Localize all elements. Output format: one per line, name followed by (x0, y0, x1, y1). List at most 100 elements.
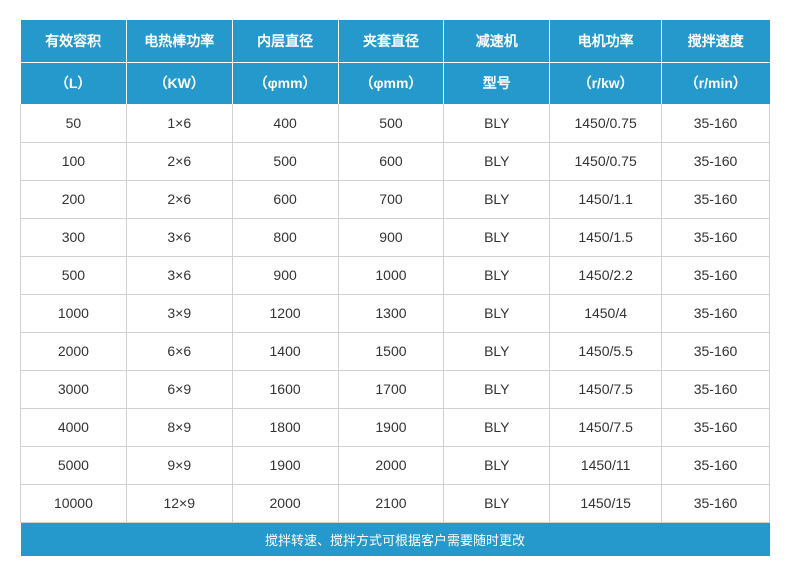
table-cell: 1000 (21, 294, 127, 332)
col-header: 有效容积 (21, 20, 127, 62)
table-row: 5003×69001000BLY1450/2.235-160 (21, 256, 770, 294)
table-cell: 900 (232, 256, 338, 294)
table-cell: 900 (338, 218, 444, 256)
table-cell: 800 (232, 218, 338, 256)
table-cell: 1200 (232, 294, 338, 332)
table-cell: 50 (21, 104, 127, 142)
table-cell: 2000 (232, 484, 338, 522)
col-unit: 型号 (444, 62, 550, 104)
col-header: 内层直径 (232, 20, 338, 62)
table-body: 501×6400500BLY1450/0.7535-1601002×650060… (21, 104, 770, 522)
table-cell: 1450/1.1 (550, 180, 662, 218)
footer-note: 搅拌转速、搅拌方式可根据客户需要随时更改 (21, 522, 770, 556)
table-row: 40008×918001900BLY1450/7.535-160 (21, 408, 770, 446)
table-cell: BLY (444, 370, 550, 408)
col-unit: （KW） (126, 62, 232, 104)
table-cell: 5000 (21, 446, 127, 484)
col-header: 电机功率 (550, 20, 662, 62)
table-row: 3003×6800900BLY1450/1.535-160 (21, 218, 770, 256)
table-cell: 4000 (21, 408, 127, 446)
table-cell: 35-160 (662, 142, 770, 180)
table-cell: 1450/15 (550, 484, 662, 522)
col-unit: （r/kw） (550, 62, 662, 104)
table-cell: 1300 (338, 294, 444, 332)
table-cell: 35-160 (662, 294, 770, 332)
table-cell: 1450/0.75 (550, 142, 662, 180)
table-row: 20006×614001500BLY1450/5.535-160 (21, 332, 770, 370)
table-cell: 600 (338, 142, 444, 180)
table-header-titles: 有效容积 电热棒功率 内层直径 夹套直径 减速机 电机功率 搅拌速度 (21, 20, 770, 62)
table-cell: 35-160 (662, 446, 770, 484)
col-unit: （L） (21, 62, 127, 104)
table-cell: 6×6 (126, 332, 232, 370)
spec-table: 有效容积 电热棒功率 内层直径 夹套直径 减速机 电机功率 搅拌速度 （L） （… (20, 20, 770, 556)
col-header: 电热棒功率 (126, 20, 232, 62)
table-header-units: （L） （KW） （φmm） （φmm） 型号 （r/kw） （r/min） (21, 62, 770, 104)
table-cell: 1×6 (126, 104, 232, 142)
table-cell: 1450/7.5 (550, 408, 662, 446)
table-row: 2002×6600700BLY1450/1.135-160 (21, 180, 770, 218)
table-row: 1002×6500600BLY1450/0.7535-160 (21, 142, 770, 180)
table-cell: 400 (232, 104, 338, 142)
table-cell: 35-160 (662, 370, 770, 408)
table-cell: BLY (444, 256, 550, 294)
col-unit: （φmm） (338, 62, 444, 104)
table-cell: 1450/2.2 (550, 256, 662, 294)
table-cell: BLY (444, 142, 550, 180)
table-row: 10003×912001300BLY1450/435-160 (21, 294, 770, 332)
table-cell: 10000 (21, 484, 127, 522)
col-unit: （r/min） (662, 62, 770, 104)
table-cell: 100 (21, 142, 127, 180)
table-cell: BLY (444, 446, 550, 484)
table-cell: 6×9 (126, 370, 232, 408)
table-cell: 35-160 (662, 256, 770, 294)
table-cell: 1800 (232, 408, 338, 446)
table-cell: 35-160 (662, 180, 770, 218)
table-cell: 35-160 (662, 332, 770, 370)
table-cell: 1900 (338, 408, 444, 446)
table-cell: 1400 (232, 332, 338, 370)
table-cell: BLY (444, 104, 550, 142)
table-cell: 1450/0.75 (550, 104, 662, 142)
table-footer: 搅拌转速、搅拌方式可根据客户需要随时更改 (21, 522, 770, 556)
table-cell: 12×9 (126, 484, 232, 522)
col-unit: （φmm） (232, 62, 338, 104)
table-cell: 9×9 (126, 446, 232, 484)
table-cell: 500 (232, 142, 338, 180)
table-cell: 1700 (338, 370, 444, 408)
table-row: 1000012×920002100BLY1450/1535-160 (21, 484, 770, 522)
table-cell: 35-160 (662, 408, 770, 446)
table-cell: 3×6 (126, 218, 232, 256)
table-row: 501×6400500BLY1450/0.7535-160 (21, 104, 770, 142)
table-cell: 35-160 (662, 218, 770, 256)
table-cell: 1450/5.5 (550, 332, 662, 370)
table-cell: BLY (444, 332, 550, 370)
table-cell: 500 (338, 104, 444, 142)
col-header: 搅拌速度 (662, 20, 770, 62)
col-header: 夹套直径 (338, 20, 444, 62)
table-cell: BLY (444, 484, 550, 522)
table-cell: 1000 (338, 256, 444, 294)
table-cell: BLY (444, 408, 550, 446)
col-header: 减速机 (444, 20, 550, 62)
table-cell: 1450/4 (550, 294, 662, 332)
table-cell: BLY (444, 180, 550, 218)
table-row: 30006×916001700BLY1450/7.535-160 (21, 370, 770, 408)
table-cell: 1900 (232, 446, 338, 484)
table-cell: 2000 (21, 332, 127, 370)
table-cell: 1600 (232, 370, 338, 408)
table-cell: 600 (232, 180, 338, 218)
table-cell: 1450/11 (550, 446, 662, 484)
table-cell: 200 (21, 180, 127, 218)
table-cell: 1500 (338, 332, 444, 370)
table-cell: 300 (21, 218, 127, 256)
table-cell: 3×9 (126, 294, 232, 332)
table-cell: 3×6 (126, 256, 232, 294)
table-cell: 8×9 (126, 408, 232, 446)
table-cell: BLY (444, 218, 550, 256)
table-cell: 2000 (338, 446, 444, 484)
table-cell: 2×6 (126, 142, 232, 180)
table-cell: 35-160 (662, 104, 770, 142)
table-cell: BLY (444, 294, 550, 332)
table-cell: 1450/1.5 (550, 218, 662, 256)
